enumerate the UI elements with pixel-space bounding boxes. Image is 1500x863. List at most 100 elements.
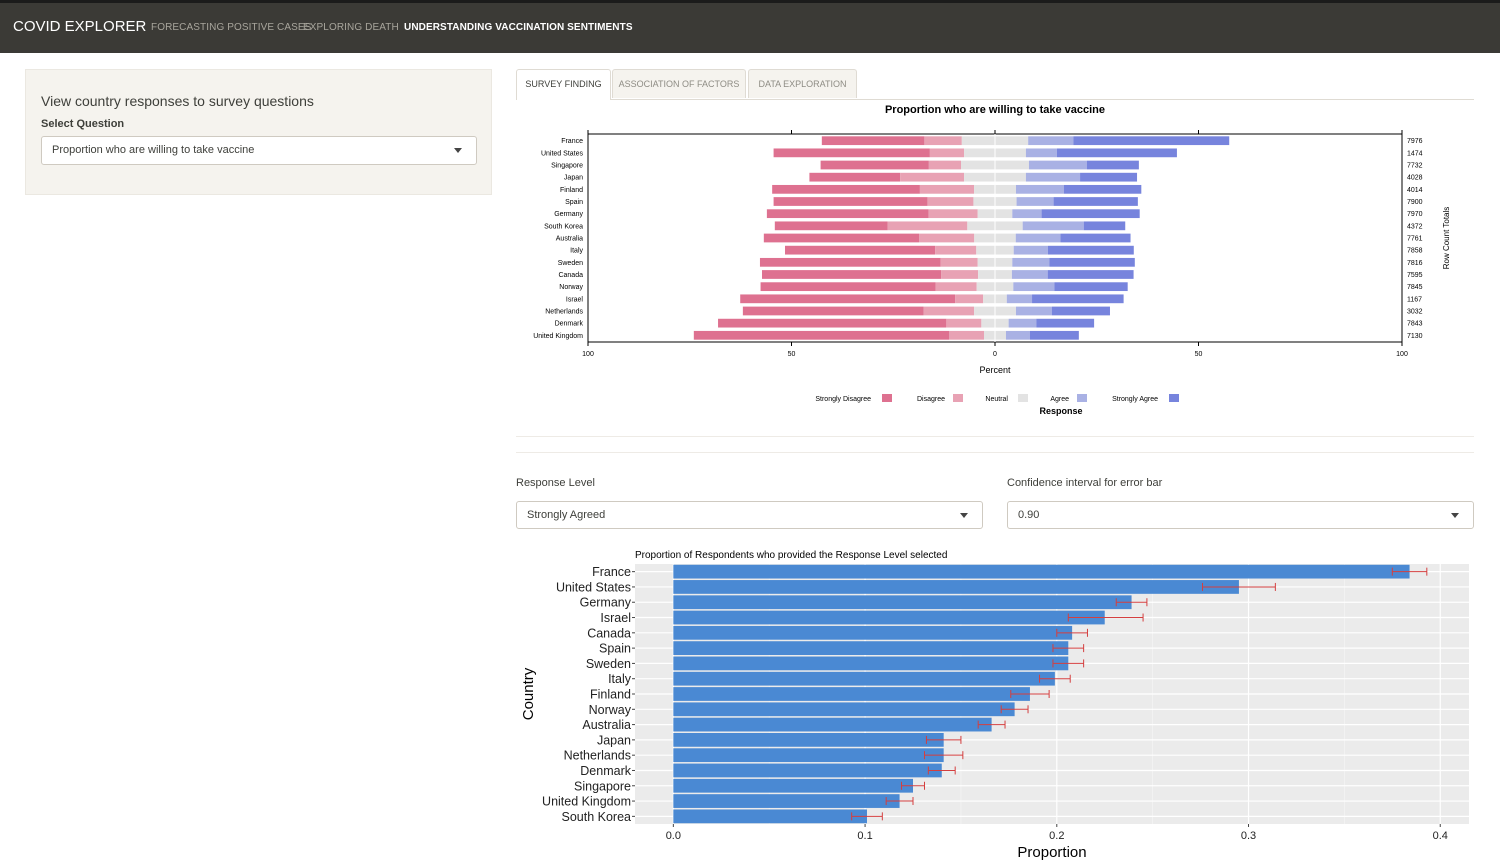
section-divider [516, 436, 1474, 437]
proportion-bar [673, 625, 1073, 640]
likert-bar-strongly-disagree [742, 306, 924, 316]
likert-legend-swatch [882, 394, 892, 402]
likert-bar-strongly-disagree [766, 209, 929, 219]
likert-bar-disagree [946, 318, 982, 328]
proportion-country-label: Spain [599, 642, 631, 656]
nav-exploring-death[interactable]: EXPLORING DEATH [303, 22, 399, 33]
likert-bar-strongly-disagree [761, 270, 942, 279]
likert-bar-strongly-disagree [772, 184, 920, 194]
likert-bar-strongly-disagree [763, 233, 920, 243]
likert-row-total: 7845 [1407, 284, 1423, 291]
proportion-bar [673, 595, 1132, 610]
proportion-country-label: France [592, 565, 631, 579]
likert-bar-disagree [919, 184, 975, 194]
question-select[interactable]: Proportion who are willing to take vacci… [41, 136, 477, 165]
likert-row-total: 1474 [1407, 150, 1423, 157]
tab-data-exploration[interactable]: DATA EXPLORATION [748, 69, 857, 98]
proportion-country-label: Israel [600, 611, 631, 625]
response-level-value: Strongly Agreed [527, 509, 606, 521]
likert-country-label: Singapore [551, 163, 583, 170]
likert-bar-agree [1028, 160, 1087, 170]
proportion-bar [673, 778, 913, 793]
nav-vaccination-sentiments[interactable]: UNDERSTANDING VACCINATION SENTIMENTS [404, 22, 633, 33]
chevron-down-icon [1451, 513, 1459, 518]
tab-association-of-factors[interactable]: ASSOCIATION OF FACTORS [612, 69, 746, 98]
likert-country-label: Canada [558, 272, 583, 279]
likert-bar-strongly-agree [1051, 306, 1110, 316]
likert-bar-agree [1015, 233, 1061, 243]
likert-bar-disagree [941, 270, 979, 279]
likert-x-axis-label: Percent [979, 365, 1011, 375]
likert-bar-disagree [935, 245, 977, 255]
likert-row-total: 4028 [1407, 175, 1423, 182]
likert-bar-disagree [927, 197, 974, 206]
likert-legend-label: Neutral [985, 396, 1008, 403]
likert-x-tick-label: 0 [993, 351, 997, 358]
likert-bar-strongly-agree [1056, 148, 1177, 158]
proportion-chart-title: Proportion of Respondents who provided t… [635, 550, 947, 561]
likert-bar-agree [1028, 136, 1074, 146]
likert-row-total: 1167 [1407, 296, 1422, 303]
likert-row-total: 7858 [1407, 248, 1423, 255]
proportion-country-label: Canada [587, 626, 631, 640]
confidence-interval-select[interactable]: 0.90 [1007, 501, 1474, 529]
likert-chart: Proportion who are willing to take vacci… [533, 104, 1451, 416]
top-navbar: COVID EXPLORER FORECASTING POSITIVE CASE… [0, 0, 1500, 53]
likert-right-axis-label: Row Count Totals [1442, 207, 1451, 270]
proportion-bar [673, 702, 1015, 717]
likert-bar-disagree [940, 257, 978, 267]
likert-row-total: 4372 [1407, 223, 1423, 230]
likert-bar-agree [1012, 257, 1050, 267]
likert-bar-strongly-disagree [820, 160, 929, 170]
confidence-interval-value: 0.90 [1018, 509, 1040, 521]
likert-bar-agree [1015, 184, 1064, 194]
likert-bar-disagree [929, 148, 965, 158]
likert-bar-strongly-agree [1032, 294, 1124, 304]
app-brand[interactable]: COVID EXPLORER [13, 18, 147, 35]
likert-row-total: 7130 [1407, 333, 1423, 340]
proportion-bar [673, 564, 1410, 579]
likert-bar-strongly-disagree [693, 330, 950, 340]
proportion-bar [673, 763, 942, 778]
likert-bar-strongly-disagree [773, 148, 930, 158]
likert-bar-strongly-agree [1047, 270, 1134, 279]
chevron-down-icon [960, 513, 968, 518]
likert-bar-strongly-disagree [809, 172, 901, 182]
likert-country-label: Japan [564, 175, 583, 182]
proportion-x-axis-label: Proportion [1017, 844, 1086, 861]
likert-bar-strongly-agree [1086, 160, 1139, 170]
likert-bar-strongly-agree [1073, 136, 1230, 146]
likert-bar-strongly-disagree [821, 136, 925, 146]
response-level-select[interactable]: Strongly Agreed [516, 501, 983, 529]
section-divider [516, 452, 1474, 453]
likert-row-total: 7900 [1407, 199, 1423, 206]
nav-forecasting[interactable]: FORECASTING POSITIVE CASES [151, 22, 312, 33]
tab-bar: SURVEY FINDING ASSOCIATION OF FACTORS DA… [516, 69, 1474, 100]
select-question-label: Select Question [41, 118, 125, 130]
likert-bar-agree [1008, 318, 1037, 328]
likert-bar-agree [1025, 148, 1057, 158]
likert-bar-disagree [928, 209, 978, 219]
likert-legend-label: Disagree [917, 396, 945, 403]
likert-bar-disagree [955, 294, 984, 304]
likert-bar-strongly-disagree [773, 197, 928, 206]
likert-country-label: Australia [556, 236, 583, 243]
likert-chart-title: Proportion who are willing to take vacci… [885, 104, 1105, 116]
likert-bar-disagree [924, 136, 962, 146]
likert-x-tick-label: 50 [1195, 351, 1203, 358]
likert-row-total: 7970 [1407, 211, 1423, 218]
proportion-country-label: Japan [597, 733, 631, 747]
tab-survey-finding[interactable]: SURVEY FINDING [516, 69, 611, 100]
question-select-value: Proportion who are willing to take vacci… [52, 144, 255, 156]
proportion-bar [673, 656, 1069, 671]
proportion-country-label: Australia [582, 718, 631, 732]
likert-x-tick-label: 50 [788, 351, 796, 358]
likert-bar-strongly-agree [1080, 172, 1138, 182]
likert-country-label: Italy [570, 248, 583, 255]
likert-bar-strongly-agree [1083, 221, 1126, 231]
proportion-bar [673, 733, 944, 747]
proportion-country-label: Italy [608, 672, 632, 686]
likert-x-tick-label: 100 [1396, 351, 1408, 358]
proportion-x-tick-label: 0.3 [1241, 830, 1256, 842]
likert-legend-title: Response [1039, 406, 1082, 416]
